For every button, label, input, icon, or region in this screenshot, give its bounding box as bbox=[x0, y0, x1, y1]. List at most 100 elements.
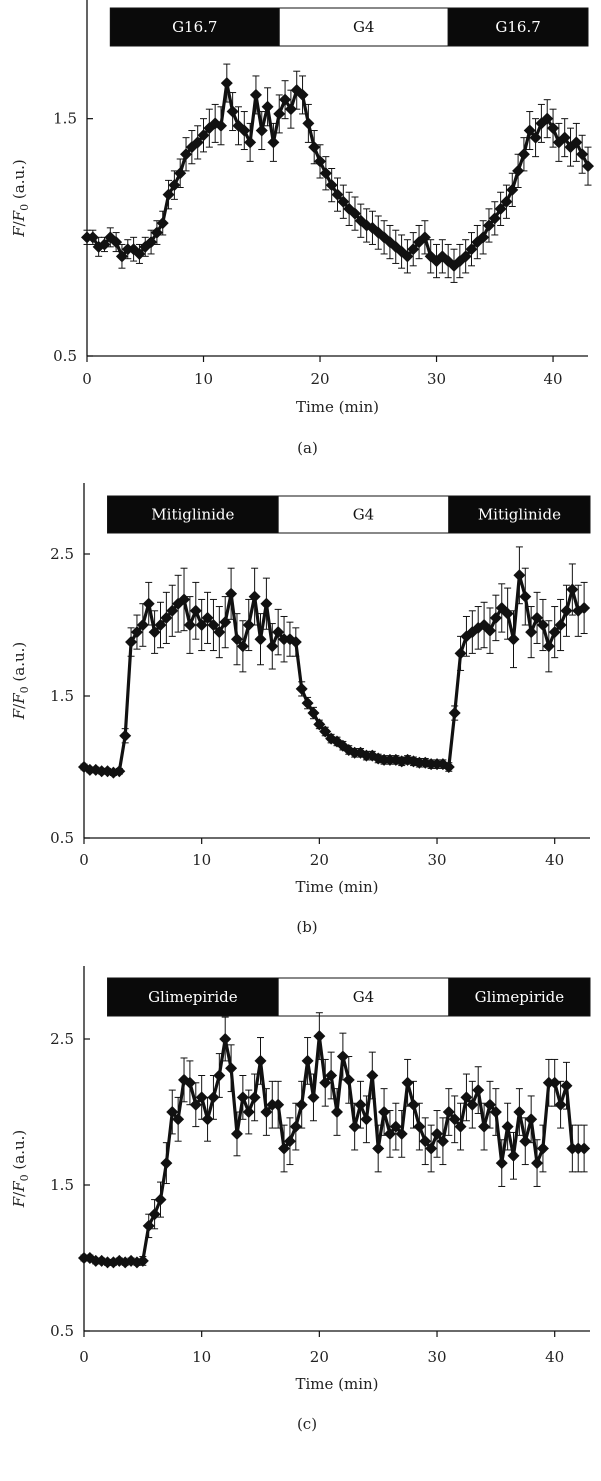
data-point bbox=[342, 1073, 355, 1086]
data-point bbox=[160, 1157, 173, 1170]
data-point bbox=[560, 604, 573, 617]
data-point bbox=[267, 136, 280, 149]
data-point bbox=[148, 1208, 161, 1221]
y-title-f0: F bbox=[10, 210, 28, 222]
data-point bbox=[172, 1113, 185, 1126]
data-point bbox=[189, 1098, 202, 1111]
y-title-unit: (a.u.) bbox=[10, 642, 28, 687]
y-title-sub: 0 bbox=[18, 204, 31, 211]
data-point bbox=[195, 1091, 208, 1104]
data-point bbox=[296, 88, 309, 101]
data-point bbox=[401, 753, 414, 766]
y-title-f: F bbox=[10, 708, 28, 720]
data-point bbox=[180, 148, 193, 161]
data-point bbox=[436, 758, 449, 771]
chart-panel-a: G16.7 G4 G16.7 0.5 1.5 0 10 20 30 40 Time (min) F/F… bbox=[10, 0, 594, 457]
data-point bbox=[219, 1033, 232, 1045]
condition-label-3: Mitiglinide bbox=[478, 506, 561, 524]
data-point bbox=[289, 636, 302, 649]
data-point bbox=[354, 1098, 367, 1111]
data-point bbox=[166, 1106, 179, 1118]
data-point bbox=[448, 707, 461, 720]
data-point bbox=[337, 195, 350, 208]
data-point bbox=[548, 1076, 561, 1089]
data-point bbox=[578, 1142, 591, 1155]
data-point bbox=[465, 243, 478, 256]
y-axis-title: F/F0 (a.u.) bbox=[10, 159, 31, 238]
data-point bbox=[472, 621, 485, 634]
data-point bbox=[154, 619, 167, 631]
data-point bbox=[501, 1120, 514, 1133]
data-point bbox=[529, 131, 542, 144]
data-point bbox=[483, 1098, 496, 1111]
data-point bbox=[248, 590, 261, 603]
data-point bbox=[319, 167, 332, 180]
data-point bbox=[472, 1084, 485, 1097]
data-point bbox=[525, 626, 538, 639]
data-point bbox=[536, 619, 549, 631]
data-point bbox=[466, 626, 479, 639]
data-point bbox=[513, 569, 526, 582]
y-title-f: F bbox=[10, 1196, 28, 1208]
data-point bbox=[570, 136, 583, 149]
data-point bbox=[130, 626, 143, 639]
data-point bbox=[478, 1120, 491, 1133]
data-point bbox=[156, 217, 169, 230]
data-point bbox=[160, 611, 173, 624]
panel-label: (a) bbox=[297, 439, 318, 457]
data-point bbox=[207, 1091, 220, 1104]
data-point bbox=[389, 1120, 402, 1133]
x-tick-label: 10 bbox=[192, 1348, 211, 1366]
panel-label: (c) bbox=[297, 1415, 317, 1433]
x-tick-label: 10 bbox=[192, 851, 211, 869]
data-point bbox=[425, 1142, 438, 1155]
data-point bbox=[273, 107, 286, 120]
data-point bbox=[183, 1076, 196, 1089]
data-point bbox=[442, 761, 455, 773]
x-axis-title: Time (min) bbox=[296, 398, 379, 416]
x-tick-label: 20 bbox=[310, 370, 329, 388]
data-point bbox=[150, 226, 163, 239]
data-point bbox=[372, 1142, 385, 1155]
data-point bbox=[401, 250, 414, 263]
data-point bbox=[197, 129, 210, 142]
data-point bbox=[145, 236, 158, 249]
data-point bbox=[98, 238, 111, 251]
data-point bbox=[162, 188, 175, 201]
data-point bbox=[255, 124, 268, 137]
y-tick-label: 1.5 bbox=[53, 110, 77, 128]
data-point bbox=[136, 619, 149, 631]
data-point bbox=[348, 207, 361, 220]
data-point bbox=[366, 1069, 379, 1082]
data-point bbox=[295, 1098, 308, 1111]
data-point bbox=[238, 124, 251, 137]
x-tick-label: 20 bbox=[310, 1348, 329, 1366]
data-point bbox=[249, 88, 262, 101]
data-point bbox=[201, 1113, 214, 1126]
y-title-unit: (a.u.) bbox=[10, 159, 28, 204]
data-point bbox=[554, 619, 567, 631]
data-point bbox=[261, 100, 274, 113]
y-title-f: F bbox=[10, 226, 28, 238]
data-point bbox=[547, 122, 560, 135]
condition-bar-3 bbox=[447, 7, 589, 47]
condition-bar-1 bbox=[107, 977, 279, 1017]
data-point bbox=[454, 1120, 467, 1133]
data-point bbox=[442, 1106, 455, 1118]
data-point bbox=[207, 619, 220, 631]
data-point bbox=[195, 619, 208, 631]
data-point bbox=[494, 202, 507, 215]
data-point bbox=[348, 1120, 361, 1133]
condition-label-3: G16.7 bbox=[495, 18, 540, 36]
data-point bbox=[136, 1254, 149, 1267]
data-point bbox=[119, 729, 132, 742]
y-tick-label: 1.5 bbox=[50, 1176, 74, 1194]
condition-label-3: Glimepiride bbox=[475, 988, 565, 1006]
data-point bbox=[482, 219, 495, 232]
data-point bbox=[319, 725, 332, 738]
y-tick-label: 2.5 bbox=[50, 1030, 74, 1048]
data-point bbox=[325, 1069, 338, 1082]
data-point bbox=[413, 1120, 426, 1133]
y-title-unit: (a.u.) bbox=[10, 1130, 28, 1175]
data-point bbox=[560, 1079, 573, 1092]
